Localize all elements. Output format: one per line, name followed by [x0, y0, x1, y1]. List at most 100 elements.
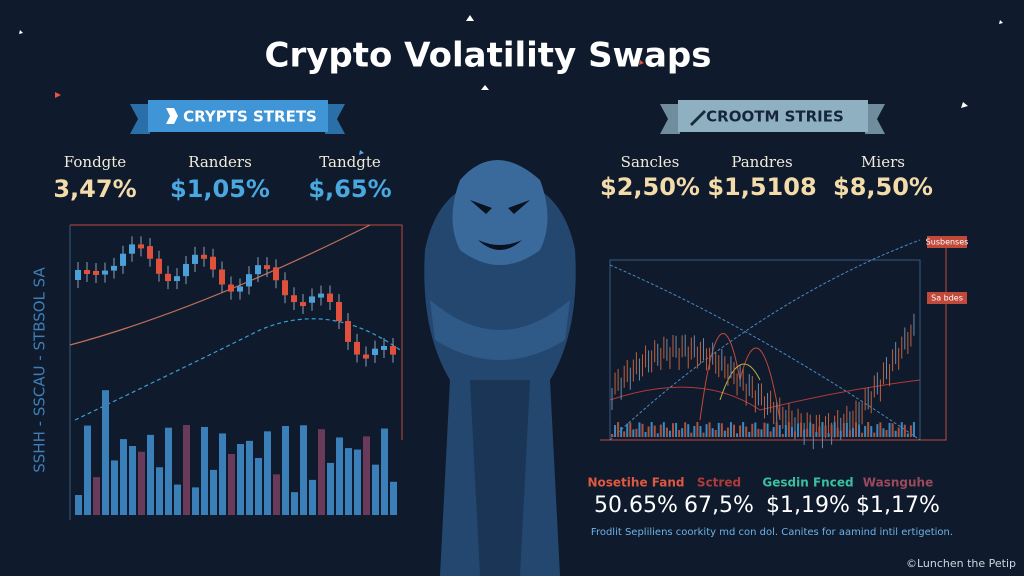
stat-label: Miers [861, 153, 905, 171]
volume-bar [766, 423, 769, 437]
volume-bar [897, 427, 900, 437]
volume-bar [745, 426, 748, 437]
volume-bar [372, 464, 379, 515]
volume-bar [363, 436, 370, 515]
volume-bar [174, 484, 181, 515]
right-chart [600, 236, 967, 450]
volume-bar [711, 428, 714, 437]
volume-bar [742, 422, 745, 437]
stat-label: Wasnguhe [863, 476, 933, 490]
candle [228, 284, 234, 292]
volume-bar [778, 425, 781, 437]
volume-bar [120, 439, 127, 515]
volume-bar [870, 426, 873, 437]
candle [183, 263, 189, 277]
volume-bar [806, 428, 809, 437]
stat-label: Tandgte [319, 153, 381, 171]
volume-bar [912, 422, 915, 437]
volume-bar [900, 422, 903, 437]
candle [192, 254, 198, 264]
candle [255, 265, 261, 275]
stat-value: 3,47% [53, 175, 136, 203]
title: Crypto Volatility Swaps [265, 36, 712, 76]
volume-bar [888, 422, 891, 437]
candle [309, 296, 315, 303]
volume-bar [192, 487, 199, 515]
volume-bar [855, 422, 857, 437]
volume-bar [309, 479, 316, 515]
candle [102, 270, 108, 275]
volume-bar [787, 422, 790, 437]
volume-bar [723, 430, 726, 437]
volume-bar [906, 433, 909, 437]
volume-bar [842, 423, 845, 437]
volume-bar [726, 427, 729, 437]
chart-tag: Susbenses [926, 238, 969, 247]
volume-bar [620, 427, 623, 437]
volume-bar [763, 422, 766, 437]
volume-bar [891, 423, 894, 437]
volume-bar [736, 433, 739, 437]
volume-bar [699, 426, 702, 437]
volume-bar [681, 428, 684, 437]
volume-bar [623, 431, 626, 437]
candle [147, 246, 153, 259]
volume-bar [210, 469, 217, 515]
candle [75, 270, 81, 280]
candle [372, 348, 378, 356]
stat-value: 50.65% [594, 493, 678, 518]
stats-left: Fondgte 3,47% Randers $1,05% Tandgte $,65% [53, 153, 391, 203]
stars [19, 15, 1003, 155]
volume-bar [839, 430, 842, 437]
volume-bar [714, 430, 717, 437]
candle [165, 273, 171, 282]
volume-bar [864, 425, 867, 437]
stat-value: $,65% [308, 175, 391, 203]
volume-bar [830, 424, 833, 437]
candle [93, 270, 99, 275]
candle [84, 270, 90, 274]
candle [111, 265, 117, 271]
volume-bar [812, 423, 815, 437]
volume-bar [672, 423, 674, 437]
volume-bar [84, 425, 91, 515]
volume-bar [775, 422, 778, 437]
volume-bar [219, 433, 226, 515]
volume-bar [632, 429, 635, 437]
volume-bar [201, 426, 208, 515]
volume-bar [327, 462, 334, 515]
volume-bar [781, 433, 784, 437]
volume-bar [894, 430, 897, 437]
volume-bar [138, 451, 145, 515]
volume-bar [821, 422, 824, 437]
volume-bar [800, 422, 803, 437]
stat-label: Sctred [697, 476, 741, 490]
axis-label: SSHH - SSCAU - STBSOL SA [31, 267, 49, 473]
candle [174, 276, 180, 282]
candle [363, 354, 369, 359]
left-banner: CRYPTS STRETS [130, 100, 345, 134]
volume-bar [282, 426, 289, 515]
volume-bar [629, 422, 632, 437]
stats-bottom: Nosetihe Fand 50.65% Sctred 67,5% Gesdin Fnc… [587, 476, 939, 519]
volume-bar [739, 425, 742, 437]
volume-bar [147, 434, 154, 515]
volume-bar [641, 423, 644, 437]
volume-bar [882, 428, 885, 437]
volume-bar [635, 428, 638, 437]
volume-bar [708, 422, 711, 437]
volume-bar [818, 426, 821, 437]
volume-bar [156, 467, 163, 515]
volume-bar [720, 423, 723, 437]
volume-bar [790, 427, 793, 437]
volume-bar [772, 427, 775, 437]
volume-bar [228, 454, 235, 515]
volume-bar [381, 428, 388, 515]
volume-bar [696, 422, 699, 437]
volume-bar [237, 444, 244, 515]
banner-text: CRYPTS STRETS [183, 108, 317, 126]
candle [219, 269, 225, 285]
volume-bar [675, 422, 678, 437]
volume-bar [300, 425, 307, 515]
volume-bar [653, 425, 656, 437]
